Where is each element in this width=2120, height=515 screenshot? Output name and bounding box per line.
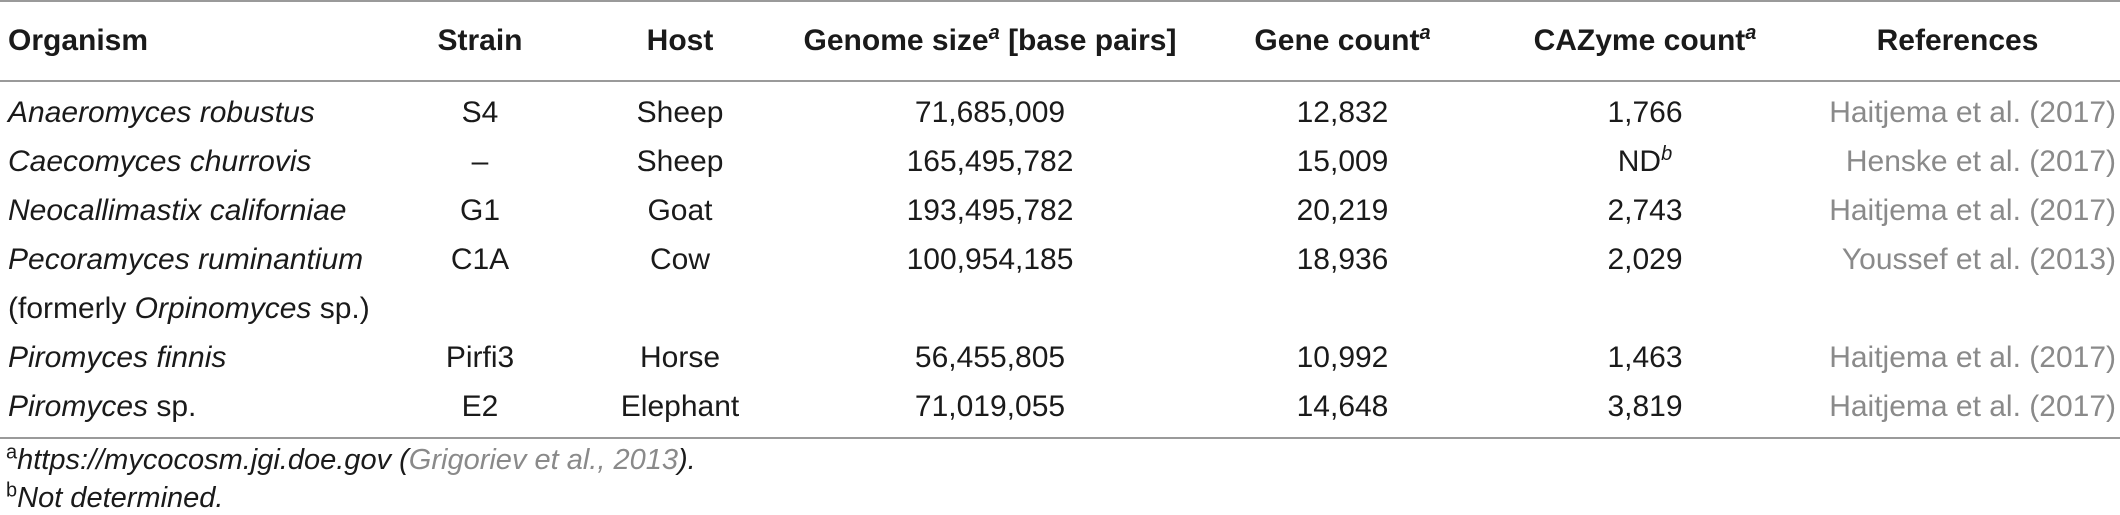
cell-genome-size: 56,455,805: [914, 340, 1066, 374]
footnote-url[interactable]: https://mycocosm.jgi.doe.gov: [17, 444, 392, 476]
cell-gene-count: 15,009: [1296, 144, 1389, 178]
footnote-mark: a: [6, 441, 18, 464]
cell-host: Sheep: [636, 144, 724, 178]
header-gene-count: Gene counta: [1190, 0, 1495, 82]
cell-cazyme-count: 2,029: [1607, 242, 1683, 276]
header-organism: Organism: [0, 0, 390, 82]
cell-organism: Anaeromyces robustus: [8, 95, 315, 129]
reference-link[interactable]: Henske et al. (2017): [1845, 144, 2116, 178]
cell-genome-size: 71,019,055: [790, 382, 1190, 439]
cell-strain: Pirfi3: [445, 340, 515, 374]
header-references: References: [1795, 0, 2120, 82]
header-strain: Strain: [390, 0, 570, 82]
cell-strain: G1: [459, 193, 501, 227]
genome-table: Organism Strain Host Genome sizea [base …: [0, 0, 2120, 439]
cell-cazyme-count: 3,819: [1495, 382, 1795, 439]
table-row: Piromyces sp. E2 Elephant 71,019,055 14,…: [0, 382, 2120, 439]
reference-link[interactable]: Haitjema et al. (2017): [1829, 95, 2116, 129]
cell-organism: Piromyces sp.: [0, 382, 390, 439]
cell-strain: C1A: [450, 242, 510, 276]
header-cazyme-count: CAZyme counta: [1495, 0, 1795, 82]
cell-genome-size: 100,954,185: [906, 242, 1074, 276]
footnote-mark: b: [6, 479, 18, 502]
cell-organism-note: (formerly Orpinomyces sp.): [8, 291, 370, 325]
header-genome-size: Genome sizea [base pairs]: [790, 0, 1190, 82]
cell-gene-count: 18,936: [1296, 242, 1389, 276]
reference-link[interactable]: Haitjema et al. (2017): [1795, 382, 2120, 439]
cell-genome-size: 71,685,009: [914, 95, 1066, 129]
cell-strain: E2: [390, 382, 570, 439]
cell-cazyme-count: NDb: [1617, 142, 1673, 178]
reference-link[interactable]: Youssef et al. (2013): [1841, 242, 2116, 276]
table-row: Piromyces finnis Pirfi3 Horse 56,455,805…: [0, 333, 2120, 382]
reference-link[interactable]: Haitjema et al. (2017): [1829, 193, 2116, 227]
cell-strain: S4: [461, 95, 499, 129]
cell-host: Cow: [649, 242, 710, 276]
cell-cazyme-count: 1,463: [1607, 340, 1683, 374]
cell-genome-size: 193,495,782: [906, 193, 1074, 227]
footnote-a: ahttps://mycocosm.jgi.doe.gov (Grigoriev…: [6, 441, 696, 476]
cell-organism: Pecoramyces ruminantium: [8, 242, 364, 276]
cell-host: Elephant: [570, 382, 790, 439]
cell-genome-size: 165,495,782: [906, 144, 1074, 178]
cell-host: Goat: [647, 193, 713, 227]
table-row: Caecomyces churrovis – Sheep 165,495,782…: [0, 137, 2120, 186]
cell-gene-count: 12,832: [1296, 95, 1389, 129]
cell-organism: Caecomyces churrovis: [8, 144, 312, 178]
cell-organism: Neocallimastix californiae: [8, 193, 347, 227]
header-host: Host: [570, 0, 790, 82]
cell-host: Horse: [639, 340, 721, 374]
footnote-text: Not determined.: [17, 482, 224, 514]
footnote-citation-link[interactable]: Grigoriev et al., 2013: [408, 444, 678, 476]
cell-gene-count: 10,992: [1296, 340, 1389, 374]
table-row: Neocallimastix californiae G1 Goat 193,4…: [0, 186, 2120, 235]
table-row: Anaeromyces robustus S4 Sheep 71,685,009…: [0, 81, 2120, 137]
cell-gene-count: 14,648: [1190, 382, 1495, 439]
cell-gene-count: 20,219: [1296, 193, 1389, 227]
footnote-b: bNot determined.: [6, 479, 224, 515]
table-row-continuation: (formerly Orpinomyces sp.): [0, 284, 2120, 333]
table-header-row: Organism Strain Host Genome sizea [base …: [0, 0, 2120, 82]
cell-host: Sheep: [636, 95, 724, 129]
table-row: Pecoramyces ruminantium C1A Cow 100,954,…: [0, 235, 2120, 284]
cell-organism: Piromyces finnis: [8, 340, 227, 374]
cell-cazyme-count: 1,766: [1607, 95, 1683, 129]
cell-cazyme-count: 2,743: [1607, 193, 1683, 227]
reference-link[interactable]: Haitjema et al. (2017): [1829, 340, 2116, 374]
cell-strain: –: [471, 144, 489, 178]
